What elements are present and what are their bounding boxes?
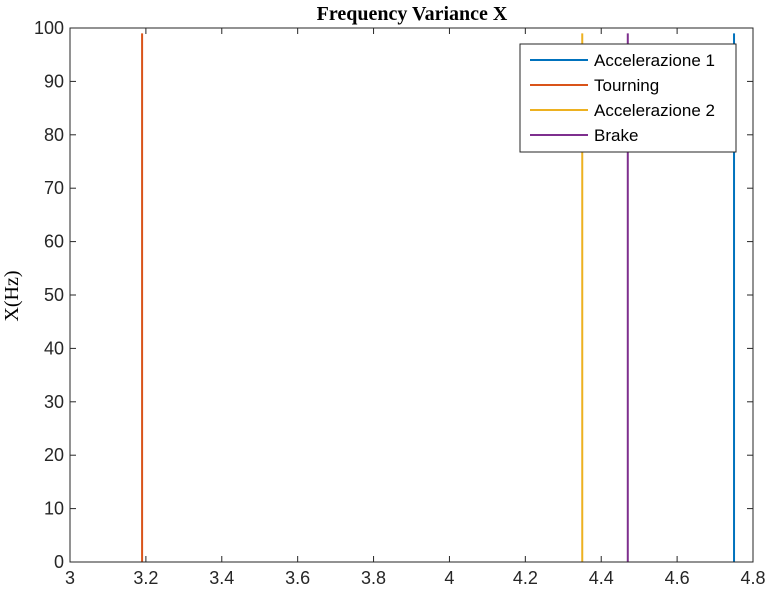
legend-label-1: Tourning bbox=[594, 76, 659, 95]
x-tick-label: 3.4 bbox=[209, 568, 234, 588]
y-axis-label: X(Hz) bbox=[1, 270, 23, 321]
y-tick-label: 20 bbox=[44, 445, 64, 465]
y-tick-label: 10 bbox=[44, 499, 64, 519]
x-tick-label: 4.8 bbox=[740, 568, 765, 588]
y-tick-label: 90 bbox=[44, 71, 64, 91]
y-tick-label: 70 bbox=[44, 178, 64, 198]
y-tick-label: 50 bbox=[44, 285, 64, 305]
x-tick-label: 3 bbox=[65, 568, 75, 588]
y-tick-label: 0 bbox=[54, 552, 64, 572]
y-tick-label: 80 bbox=[44, 125, 64, 145]
legend-label-2: Accelerazione 2 bbox=[594, 101, 715, 120]
x-tick-label: 4.6 bbox=[665, 568, 690, 588]
x-tick-label: 3.2 bbox=[133, 568, 158, 588]
legend-label-0: Accelerazione 1 bbox=[594, 51, 715, 70]
chart-title: Frequency Variance X bbox=[317, 3, 508, 25]
y-tick-label: 30 bbox=[44, 392, 64, 412]
legend: Accelerazione 1 Tourning Accelerazione 2 Br… bbox=[519, 43, 737, 153]
y-tick-label: 60 bbox=[44, 232, 64, 252]
x-tick-label: 4.4 bbox=[589, 568, 614, 588]
x-tick-label: 4 bbox=[444, 568, 454, 588]
legend-label-3: Brake bbox=[594, 126, 638, 145]
x-tick-label: 4.2 bbox=[513, 568, 538, 588]
y-tick-label: 40 bbox=[44, 338, 64, 358]
ticks-layer: 3 3.2 3.4 3.6 3.8 4 4.2 4.4 4.6 4.8 0 10 20 30 40 50 60 7… bbox=[34, 18, 766, 588]
x-tick-label: 3.6 bbox=[285, 568, 310, 588]
y-tick-label: 100 bbox=[34, 18, 64, 38]
x-tick-label: 3.8 bbox=[361, 568, 386, 588]
